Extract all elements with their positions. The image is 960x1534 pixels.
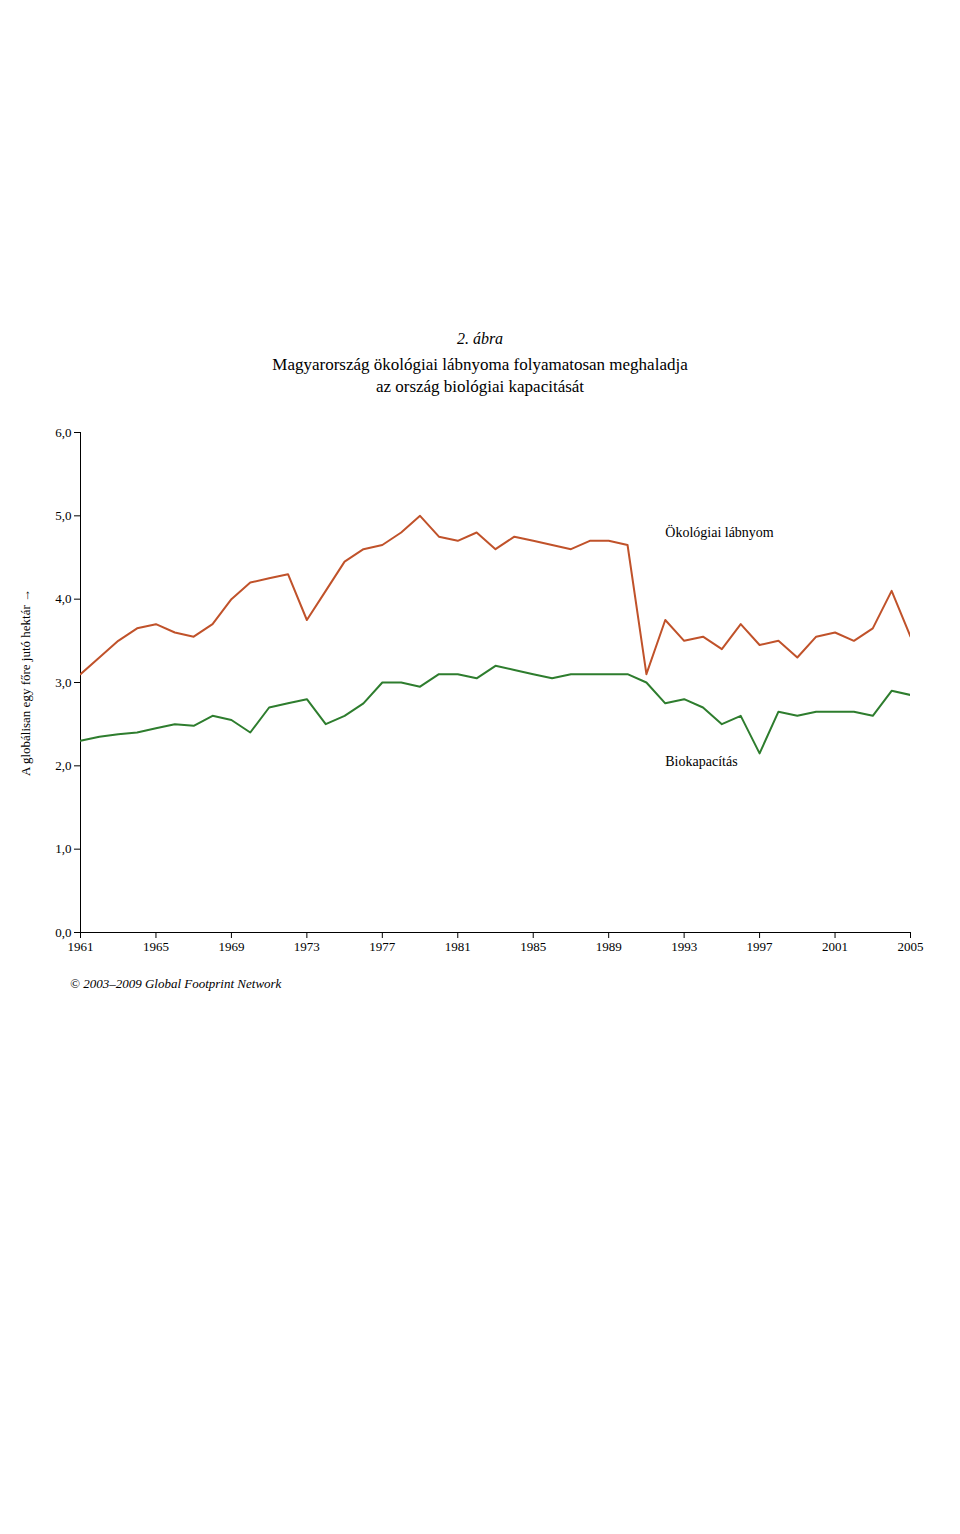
svg-text:1981: 1981 (445, 939, 471, 954)
svg-text:2001: 2001 (822, 939, 848, 954)
svg-text:1977: 1977 (369, 939, 396, 954)
svg-text:1993: 1993 (671, 939, 697, 954)
svg-text:1989: 1989 (596, 939, 622, 954)
html-text:az ország biológiai kapacitásá: az ország biológiai kapacitását (375, 377, 585, 397)
html-text:© 2003–2009 Global Footprint N: © 2003–2009 Global Footprint Network (70, 976, 282, 992)
svg-text:1997: 1997 (747, 939, 774, 954)
svg-text:0,0: 0,0 (55, 925, 71, 940)
svg-text:1961: 1961 (68, 939, 94, 954)
svg-text:1973: 1973 (294, 939, 320, 954)
svg-text:4,0: 4,0 (55, 592, 71, 607)
svg-text:A globálisan egy főre jutó hek: A globálisan egy főre jutó hektár → (18, 589, 33, 776)
svg-text:5,0: 5,0 (55, 508, 71, 523)
svg-text:2,0: 2,0 (55, 758, 71, 773)
svg-text:6,0: 6,0 (55, 425, 71, 440)
svg-text:1,0: 1,0 (55, 842, 71, 857)
svg-text:1965: 1965 (143, 939, 169, 954)
svg-text:2005: 2005 (898, 939, 924, 954)
html-text:2. ábra: 2. ábra (456, 330, 504, 347)
svg-text:1985: 1985 (520, 939, 546, 954)
svg-text:3,0: 3,0 (55, 675, 71, 690)
svg-text:1969: 1969 (218, 939, 244, 954)
html-text:Magyarország ökológiai lábnyom: Magyarország ökológiai lábnyoma folyamat… (272, 355, 688, 374)
svg-text:Biokapacítás: Biokapacítás (665, 754, 737, 769)
svg-text:Ökológiai lábnyom: Ökológiai lábnyom (665, 524, 774, 540)
